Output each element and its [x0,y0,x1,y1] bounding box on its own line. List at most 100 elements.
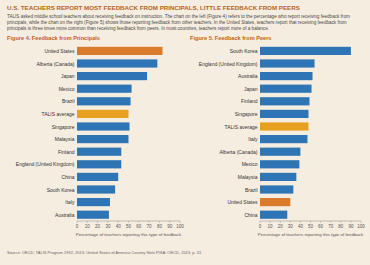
tick-label: 80 [338,224,344,229]
tick-label: 0 [76,224,79,229]
tick [180,221,181,223]
category-label: Japan [244,86,258,92]
bar [77,59,157,67]
tick [97,221,98,223]
tick [300,221,301,223]
bar [260,97,309,105]
tick [77,221,78,223]
bar [260,148,300,156]
tick [270,221,271,223]
bars [77,47,162,219]
category-label: Finland [58,149,75,155]
tick-label: 50 [126,224,132,229]
category-label: Alberta (Canada) [219,149,257,155]
category-label: Mexico [242,161,258,167]
bar [77,160,121,168]
tick [149,221,150,223]
tick [138,221,139,223]
chart: Figure 4. Feedback from Principals United… [7,35,184,237]
category-label: England (United Kingdom) [16,161,75,167]
category-label: Alberta (Canada) [36,61,74,67]
tick-label: 30 [288,224,294,229]
category-label: Brazil [62,98,75,104]
bar [260,85,312,93]
bar [260,47,351,55]
tick [340,221,341,223]
tick [280,221,281,223]
tick-label: 100 [176,224,184,229]
bar [260,160,299,168]
bar [260,122,308,130]
bar [77,135,129,143]
category-label: Mexico [59,86,75,92]
category-label: TALIS average [225,124,258,130]
tick-label: 70 [328,224,334,229]
category-label: Italy [65,199,75,205]
tick-label: 40 [298,224,304,229]
source-note: Source: OECD, TALIS Program 1992, 2013; … [7,250,202,255]
category-label: Brazil [245,187,258,193]
bar [260,110,308,118]
tick-label: 40 [116,224,122,229]
bar [77,122,130,130]
category-label: China [244,212,257,218]
tick [320,221,321,223]
tick-label: 60 [136,224,142,229]
chart-title: Figure 4. Feedback from Principals [7,35,100,41]
tick [118,221,119,223]
category-label: Finland [241,98,258,104]
tick [350,221,351,223]
chart: Figure 5. Feedback from Peers South Korea… [190,35,365,237]
tick [361,221,362,223]
category-label: Singapore [52,124,75,130]
bar [77,198,110,206]
bar [260,135,307,143]
bar [77,173,118,181]
bar [260,173,296,181]
background [0,0,370,265]
tick-label: 60 [318,224,324,229]
category-label: South Korea [230,48,258,54]
category-label: Australia [55,212,75,218]
tick-label: 30 [105,224,111,229]
tick [128,221,129,223]
bar [77,110,129,118]
tick-label: 20 [95,224,101,229]
tick-label: 80 [157,224,163,229]
category-label: Australia [238,73,258,79]
tick [260,221,261,223]
tick [310,221,311,223]
tick-label: 50 [308,224,314,229]
category-label: Japan [61,73,75,79]
category-label: TALIS average [42,111,75,117]
tick [107,221,108,223]
bar [260,211,287,219]
bar [77,47,162,55]
tick [87,221,88,223]
chart-root: U.S. TEACHERS REPORT MOST FEEDBACK FROM … [0,0,370,265]
category-label: Italy [248,136,258,142]
category-label: Singapore [235,111,258,117]
tick [330,221,331,223]
title: U.S. TEACHERS REPORT MOST FEEDBACK FROM … [7,4,300,11]
tick-label: 10 [85,224,91,229]
bar [77,211,109,219]
tick [159,221,160,223]
bar [260,59,315,67]
bar [260,185,293,193]
tick-label: 0 [259,224,262,229]
tick [290,221,291,223]
bar [77,85,132,93]
tick-label: 100 [357,224,365,229]
bar [77,97,131,105]
bar [260,72,313,80]
category-label: Malaysia [238,174,258,180]
subtitle: TALIS asked middle school teachers about… [7,14,350,31]
bar [260,198,290,206]
tick-label: 90 [167,224,173,229]
category-label: Malaysia [55,136,75,142]
category-label: United States [44,48,75,54]
bar [77,148,121,156]
tick-label: 20 [278,224,284,229]
chart-title: Figure 5. Feedback from Peers [190,35,271,41]
